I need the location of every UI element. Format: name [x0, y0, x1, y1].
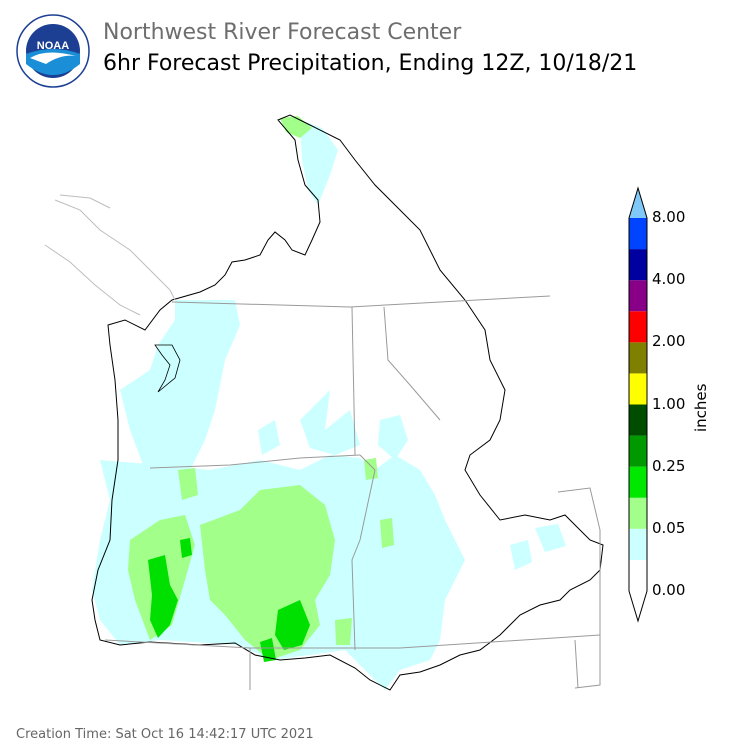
logo-text: NOAA [37, 40, 69, 52]
colorbar-tick-label: 0.25 [652, 456, 686, 475]
colorbar-bin [629, 559, 647, 591]
colorbar-units-label: inches [692, 383, 710, 432]
colorbar-tick-label: 4.00 [652, 270, 686, 289]
colorbar-bin [629, 435, 647, 467]
basin-outline [91, 114, 604, 691]
creation-time: Creation Time: Sat Oct 16 14:42:17 UTC 2… [16, 727, 314, 742]
colorbar-bin [629, 528, 647, 560]
colorbar-tick-label: 1.00 [652, 394, 686, 413]
state-boundaries [104, 295, 601, 690]
moderate-precip-areas [148, 538, 310, 662]
colorbar-tick-label: 8.00 [652, 208, 686, 226]
colorbar-bin [629, 218, 647, 250]
colorbar-bin [629, 311, 647, 343]
noaa-logo: NOAA [16, 14, 90, 88]
puget-sound-coast [44, 194, 176, 316]
colorbar-bin [629, 466, 647, 498]
colorbar-bin [629, 373, 647, 405]
colorbar-bin [629, 280, 647, 312]
colorbar-bin [629, 404, 647, 436]
colorbar-tick-label: 2.00 [652, 332, 686, 351]
colorbar-max-arrow [629, 188, 647, 218]
colorbar-tick-label: 0.00 [652, 581, 686, 599]
colorbar-min-arrow [629, 591, 647, 621]
colorbar-bin [629, 497, 647, 529]
page-subtitle: 6hr Forecast Precipitation, Ending 12Z, … [103, 51, 638, 76]
puget-sound-inlets [154, 344, 181, 393]
colorbar-tick-label: 0.05 [652, 518, 686, 537]
colorbar-bin [629, 249, 647, 281]
colorbar-bin [629, 342, 647, 374]
page-title: Northwest River Forecast Center [103, 20, 462, 45]
